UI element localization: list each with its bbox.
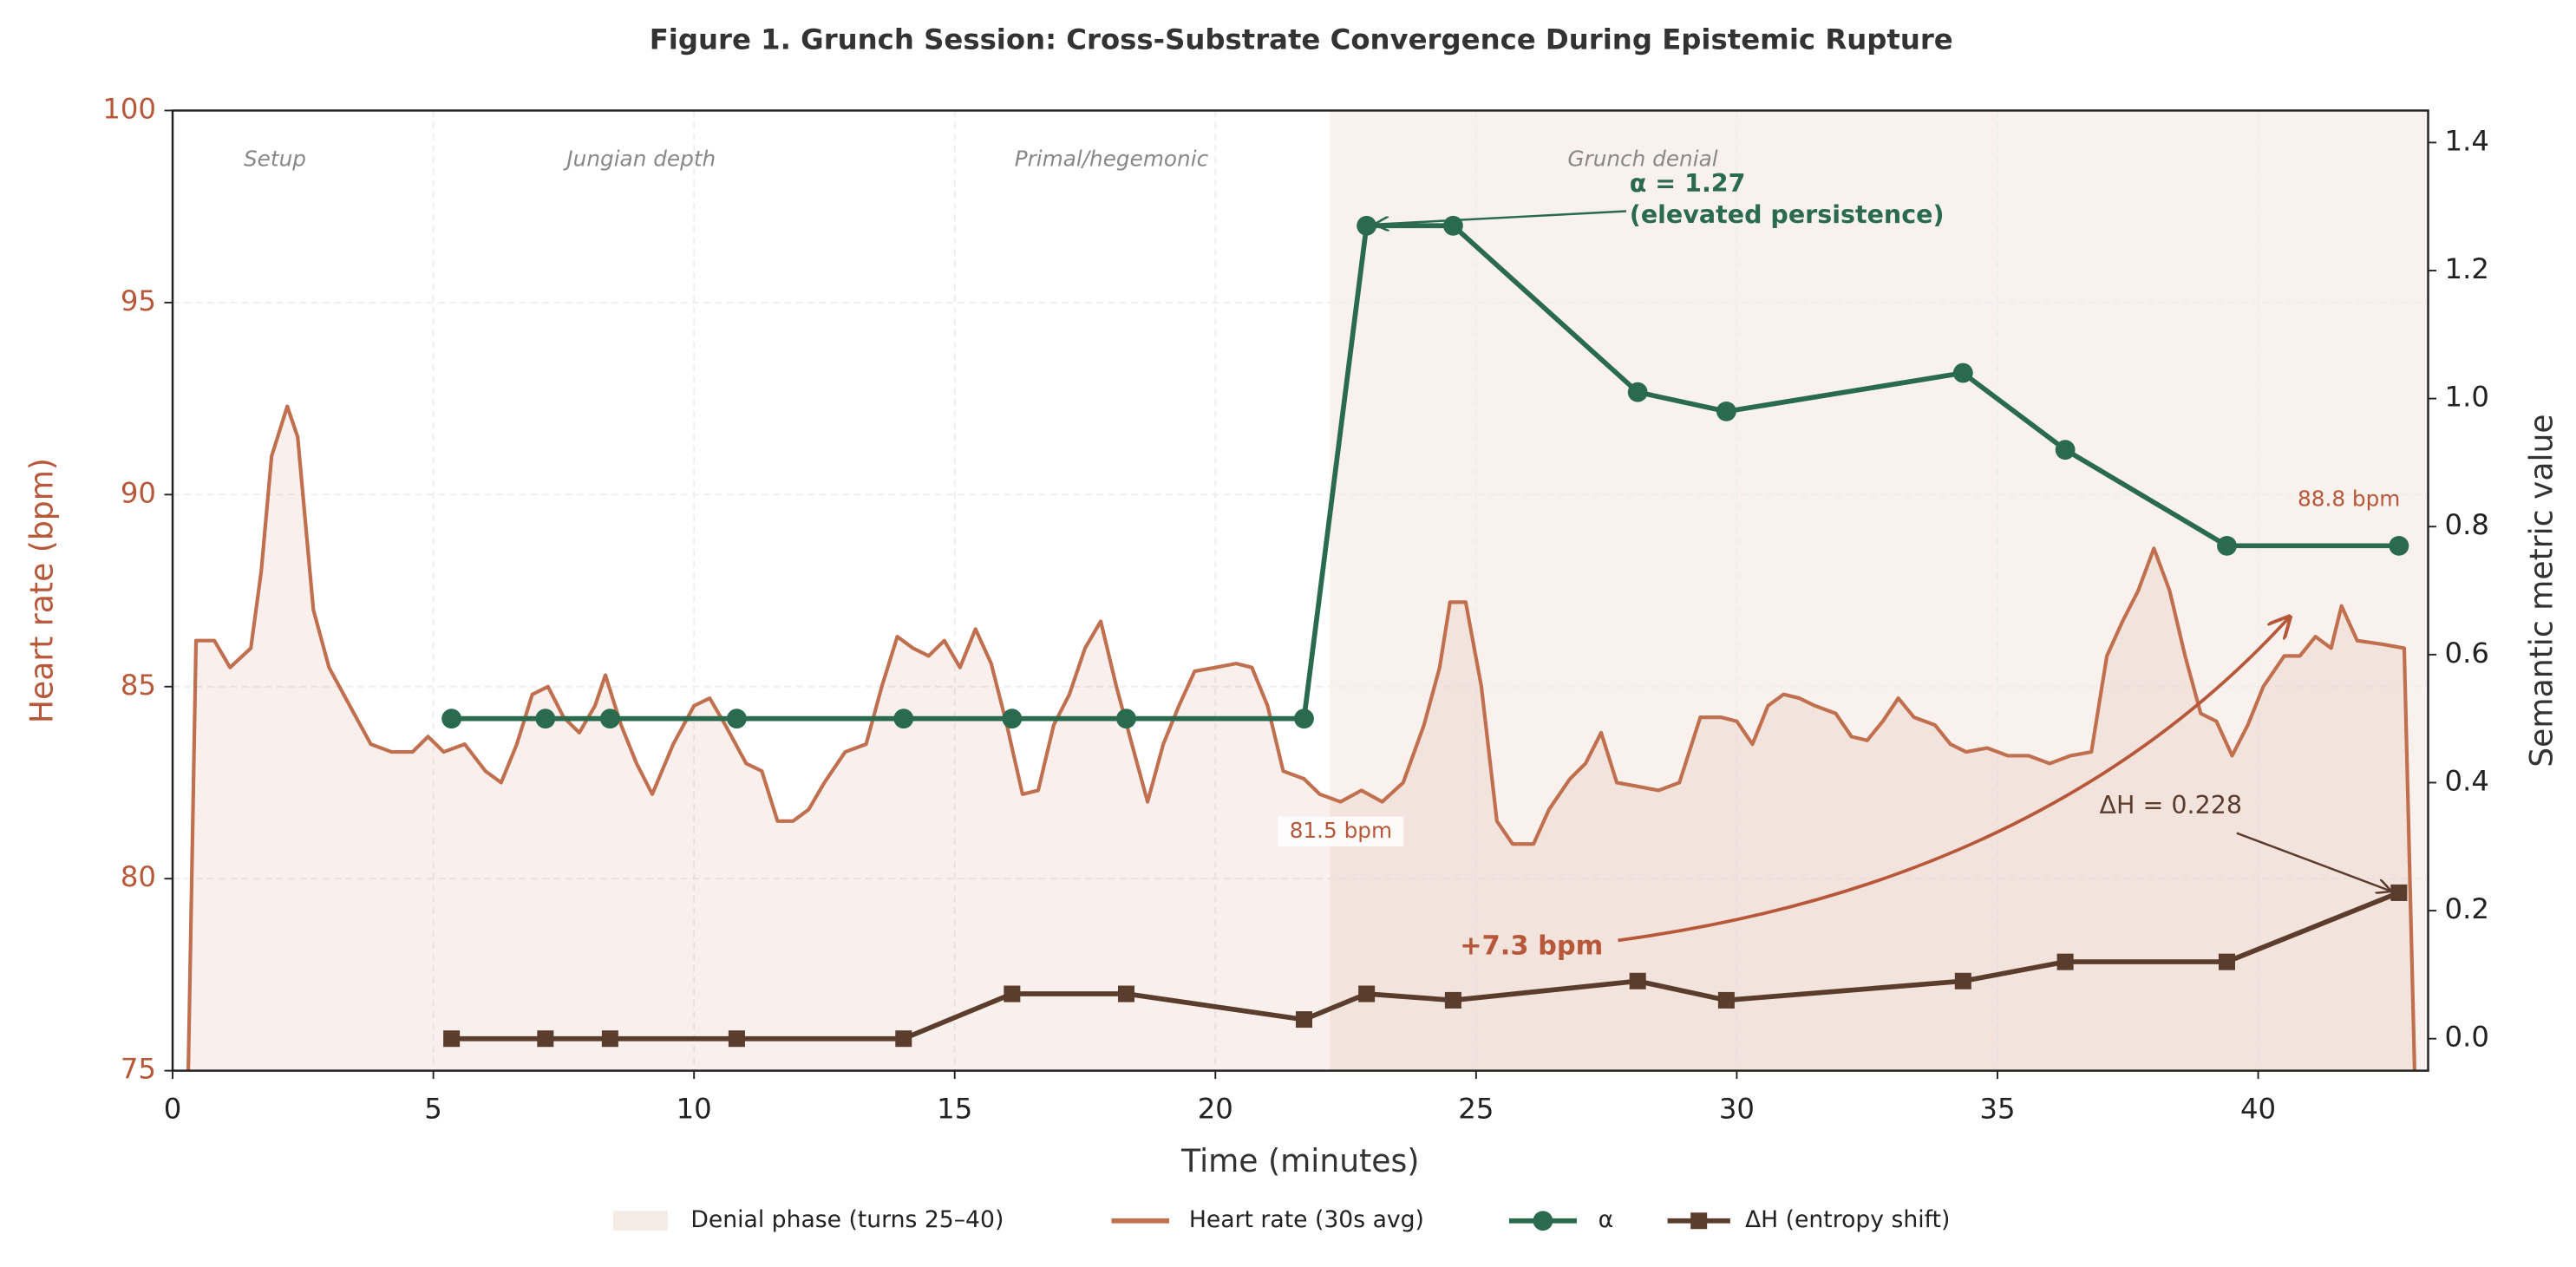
dh-point [443, 1030, 461, 1048]
series-line [451, 223, 2399, 722]
x-tick-label: 20 [1198, 1092, 1233, 1125]
legend-marker [1690, 1212, 1708, 1230]
y2-tick-label: 0.2 [2445, 892, 2489, 925]
alpha-annotation: α = 1.27 [1630, 169, 1746, 198]
dh-point [1629, 972, 1646, 989]
phase-label: Jungian depth [562, 147, 716, 172]
phase-label: Setup [244, 147, 306, 172]
rise-arrow [1618, 617, 2289, 943]
dh-point [1954, 972, 1971, 989]
phase-label: Grunch denial [1567, 147, 1717, 172]
alpha-point [893, 709, 914, 729]
alpha-annotation: (elevated persistence) [1630, 200, 1945, 229]
legend-label: Denial phase (turns 25–40) [690, 1206, 1004, 1233]
y2-tick-label: 1.0 [2445, 381, 2489, 414]
y2-tick-label: 1.2 [2445, 252, 2489, 285]
y-axis-label: Heart rate (bpm) [23, 458, 61, 723]
phase-label: Primal/hegemonic [1015, 147, 1209, 172]
series-line [186, 404, 2417, 1071]
legend-marker [1533, 1211, 1553, 1231]
alpha-point [1952, 362, 1973, 383]
y-tick-label: 85 [121, 669, 156, 702]
alpha-point [1357, 215, 1377, 236]
y-tick-label: 100 [102, 92, 156, 125]
legend-label: α [1599, 1206, 1614, 1233]
y-tick-label: 75 [121, 1053, 156, 1086]
x-tick-label: 25 [1458, 1092, 1494, 1125]
hr-area [188, 406, 2415, 1071]
denial-shade [1330, 110, 2429, 1071]
alpha-point [2389, 535, 2409, 556]
dh-label: ΔH = 0.228 [2099, 791, 2242, 820]
alpha-point [535, 709, 556, 729]
alpha-point [2055, 440, 2076, 460]
dh-arrow [2236, 832, 2390, 891]
x-tick-label: 40 [2240, 1092, 2276, 1125]
alpha-point [599, 709, 620, 729]
alpha-point [1294, 709, 1314, 729]
x-axis-label: Time (minutes) [1180, 1142, 1419, 1179]
dh-point [2056, 953, 2074, 970]
alpha-point [1716, 401, 1736, 421]
dh-point [1717, 991, 1735, 1009]
y-tick-label: 90 [121, 476, 156, 509]
y2-tick-label: 0.0 [2445, 1021, 2489, 1054]
dh-point [1004, 985, 1021, 1002]
alpha-arrow [1376, 210, 1627, 225]
alpha-point [1116, 709, 1136, 729]
y2-tick-label: 0.4 [2445, 764, 2489, 797]
dh-point [1444, 991, 1461, 1009]
series-line [451, 890, 2400, 1042]
legend-label: ΔH (entropy shift) [1745, 1206, 1950, 1233]
x-tick-label: 10 [677, 1092, 712, 1125]
y2-tick-label: 0.6 [2445, 637, 2489, 669]
x-tick-label: 35 [1979, 1092, 2015, 1125]
dh-point [537, 1030, 554, 1048]
alpha-point [2217, 535, 2237, 556]
axes-frame [171, 109, 2429, 1072]
dh-point [1117, 985, 1135, 1002]
x-tick-label: 0 [164, 1092, 182, 1125]
dh-point [895, 1030, 912, 1048]
x-tick-label: 15 [937, 1092, 972, 1125]
dh-point [2218, 953, 2235, 970]
y2-tick-label: 0.8 [2445, 508, 2489, 541]
alpha-point [1442, 215, 1463, 236]
alpha-point [1627, 382, 1648, 402]
alpha-point [727, 709, 747, 729]
dh-point [1358, 985, 1376, 1002]
alpha-point [441, 709, 462, 729]
y-tick-label: 80 [121, 860, 156, 893]
hr-high-label: 88.8 bpm [2298, 486, 2400, 511]
label-bg [1278, 816, 1404, 846]
dh-point [728, 1030, 745, 1048]
alpha-point [1002, 709, 1023, 729]
dh-point [2390, 884, 2408, 901]
dh-point [1295, 1011, 1312, 1029]
legend-swatch [612, 1211, 668, 1231]
y-tick-label: 95 [121, 284, 156, 317]
hr-low-label: 81.5 bpm [1290, 818, 1392, 843]
y2-tick-label: 1.4 [2445, 124, 2489, 157]
legend-label: Heart rate (30s avg) [1189, 1206, 1424, 1233]
x-tick-label: 30 [1719, 1092, 1755, 1125]
dh-point [601, 1030, 618, 1048]
hr-rise-label: +7.3 bpm [1460, 931, 1603, 961]
chart-title: Figure 1. Grunch Session: Cross-Substrat… [650, 23, 1953, 56]
x-tick-label: 5 [424, 1092, 442, 1125]
y2-axis-label: Semantic metric value [2523, 414, 2560, 767]
